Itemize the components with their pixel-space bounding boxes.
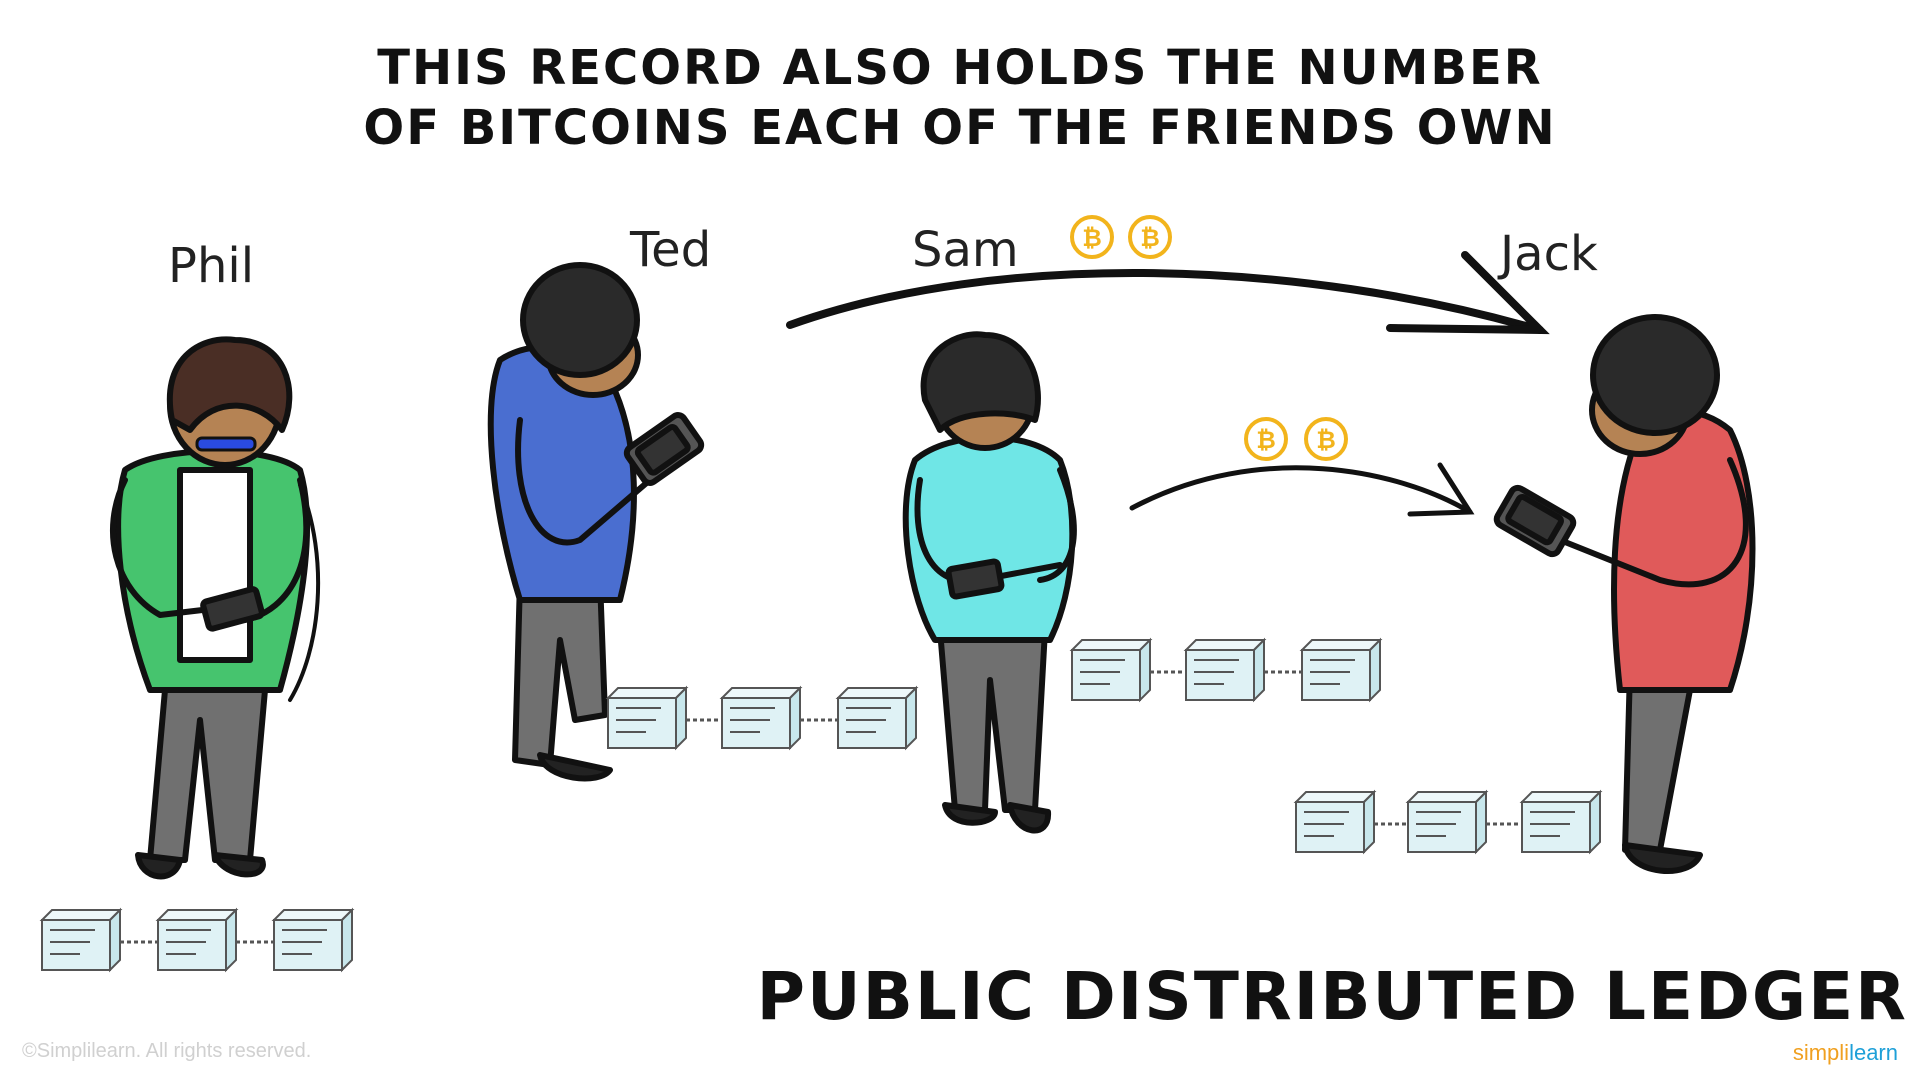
svg-text:₿: ₿ [1256, 426, 1276, 454]
ledger-block [155, 907, 239, 973]
person-jack [1493, 314, 1756, 874]
person-name-ted: Ted [630, 222, 712, 278]
headline-line-2: OF BITCOINS EACH OF THE FRIENDS OWN [363, 100, 1557, 156]
ledger-chain-ted [605, 685, 919, 751]
person-name-sam: Sam [912, 222, 1019, 278]
person-phil [110, 336, 321, 880]
brand-logo-part-1: simpli [1792, 1040, 1850, 1065]
ledger-block [1293, 789, 1377, 855]
brand-logo-part-2: learn [1849, 1040, 1898, 1065]
person-name-jack: Jack [1500, 226, 1598, 282]
ledger-block [719, 685, 803, 751]
ledger-block [605, 685, 689, 751]
bitcoin-coin-icon: ₿ [1304, 417, 1348, 461]
ledger-chain-phil [39, 907, 355, 973]
ledger-block [1519, 789, 1603, 855]
svg-text:₿: ₿ [1082, 224, 1102, 252]
ledger-chain-sam [1069, 637, 1383, 703]
ledger-chain-jack [1293, 789, 1603, 855]
brand-logo: simplilearn [1793, 1040, 1898, 1066]
svg-text:₿: ₿ [1316, 426, 1336, 454]
svg-text:₿: ₿ [1140, 224, 1160, 252]
person-ted [487, 262, 705, 782]
ledger-block [1299, 637, 1383, 703]
bitcoin-coin-icon: ₿ [1244, 417, 1288, 461]
transfer-arrow-sam-to-jack [786, 251, 1550, 335]
ledger-block [1405, 789, 1489, 855]
copyright-notice: ©Simplilearn. All rights reserved. [22, 1040, 312, 1062]
transfer-arrow-small [1129, 462, 1475, 517]
bitcoin-coin-icon: ₿ [1128, 215, 1172, 259]
person-name-phil: Phil [168, 238, 255, 294]
person-sam [902, 331, 1077, 834]
footer-title: PUBLIC DISTRIBUTED LEDGER [756, 958, 1908, 1035]
headline-line-1: THIS RECORD ALSO HOLDS THE NUMBER [377, 40, 1543, 96]
ledger-block [39, 907, 123, 973]
ledger-block [1183, 637, 1267, 703]
ledger-block [1069, 637, 1153, 703]
bitcoin-coin-icon: ₿ [1070, 215, 1114, 259]
ledger-block [271, 907, 355, 973]
ledger-block [835, 685, 919, 751]
